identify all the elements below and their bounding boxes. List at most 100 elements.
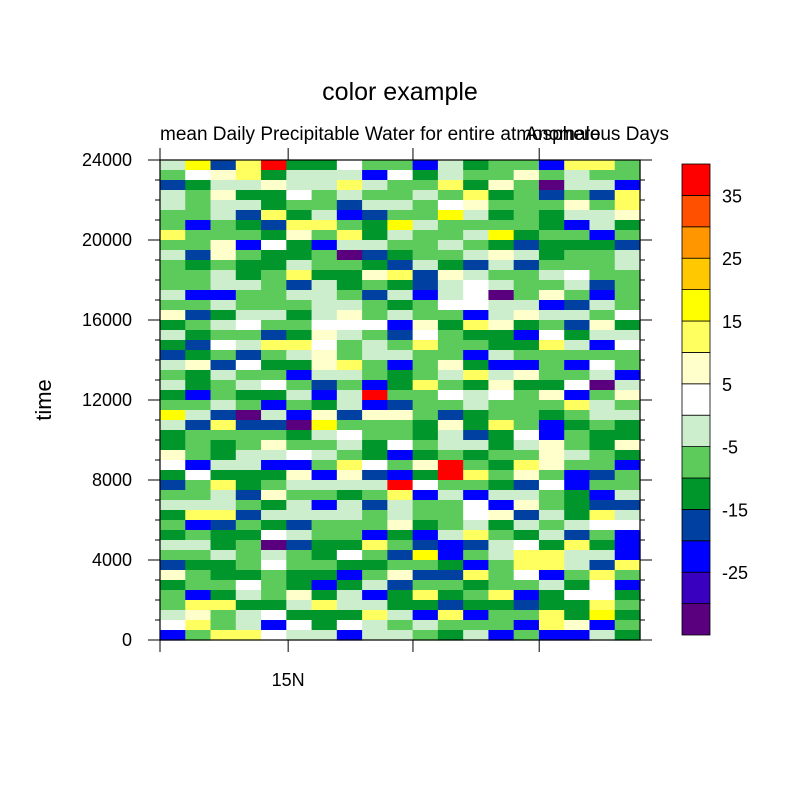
heatmap-cell xyxy=(160,190,186,201)
heatmap-cell xyxy=(210,200,237,211)
heatmap-cell xyxy=(564,440,591,451)
heatmap-cell xyxy=(488,280,515,291)
heatmap-cell xyxy=(463,310,490,321)
heatmap-cell xyxy=(160,180,186,191)
heatmap-cell xyxy=(589,490,616,501)
heatmap-cell xyxy=(362,540,388,551)
heatmap-cell xyxy=(437,620,464,631)
heatmap-cell xyxy=(235,370,262,381)
heatmap-cell xyxy=(185,350,212,361)
heatmap-cell xyxy=(235,630,262,641)
heatmap-cell xyxy=(488,190,515,201)
heatmap-cell xyxy=(488,160,515,171)
heatmap-cell xyxy=(589,420,616,431)
heatmap-cell xyxy=(589,500,616,511)
heatmap-cell xyxy=(286,520,313,531)
heatmap-cell xyxy=(160,460,186,471)
heatmap-cell xyxy=(261,180,287,191)
heatmap-cell xyxy=(412,390,439,401)
heatmap-cell xyxy=(185,200,212,211)
heatmap-cell xyxy=(387,560,414,571)
heatmap-cell xyxy=(463,360,490,371)
heatmap-cell xyxy=(160,430,186,441)
heatmap-cell xyxy=(463,240,490,251)
heatmap-cell xyxy=(311,480,338,491)
heatmap-cell xyxy=(463,170,490,181)
heatmap-cell xyxy=(387,610,414,621)
x-axis-ticks: 15N xyxy=(159,148,540,690)
heatmap-cell xyxy=(513,240,540,251)
heatmap-cell xyxy=(488,290,515,301)
heatmap-cell xyxy=(488,350,515,361)
heatmap-cell xyxy=(286,360,313,371)
heatmap-cell xyxy=(614,240,641,251)
heatmap-cell xyxy=(614,180,641,191)
heatmap-cell xyxy=(387,300,414,311)
heatmap-cell xyxy=(513,320,540,331)
heatmap-cell xyxy=(336,200,363,211)
heatmap-cell xyxy=(437,580,464,591)
heatmap-cell xyxy=(513,380,540,391)
colorbar-swatch xyxy=(681,508,711,542)
heatmap-cell xyxy=(538,190,565,201)
heatmap-cell xyxy=(412,580,439,591)
heatmap-cell xyxy=(362,220,388,231)
heatmap-cell xyxy=(210,400,237,411)
heatmap-cell xyxy=(235,210,262,221)
heatmap-cell xyxy=(286,290,313,301)
y-tick-label: 4000 xyxy=(92,550,132,570)
heatmap-cell xyxy=(437,570,464,581)
heatmap-cell xyxy=(311,220,338,231)
heatmap-cell xyxy=(336,280,363,291)
heatmap-cell xyxy=(589,160,616,171)
heatmap-cell xyxy=(538,520,565,531)
heatmap-cell xyxy=(513,270,540,281)
heatmap-cell xyxy=(488,200,515,211)
heatmap-cell xyxy=(564,220,591,231)
heatmap-cell xyxy=(311,460,338,471)
heatmap-cell xyxy=(160,200,186,211)
heatmap-cell xyxy=(362,320,388,331)
heatmap-cell xyxy=(311,630,338,641)
heatmap-cell xyxy=(463,400,490,411)
heatmap-cell xyxy=(387,180,414,191)
heatmap-cell xyxy=(463,190,490,201)
heatmap-cell xyxy=(160,570,186,581)
heatmap-cell xyxy=(614,160,641,171)
heatmap-cell xyxy=(185,470,212,481)
heatmap-cell xyxy=(412,380,439,391)
heatmap-cell xyxy=(488,600,515,611)
heatmap-cell xyxy=(235,160,262,171)
colorbar-swatch xyxy=(681,226,711,259)
heatmap-cell xyxy=(311,410,338,421)
heatmap-cell xyxy=(513,560,540,571)
heatmap-cell xyxy=(488,530,515,541)
heatmap-cell xyxy=(387,370,414,381)
heatmap-cell xyxy=(160,210,186,221)
heatmap-cell xyxy=(235,310,262,321)
heatmap-cell xyxy=(412,530,439,541)
heatmap-cell xyxy=(488,610,515,621)
heatmap-cell xyxy=(437,280,464,291)
heatmap-cell xyxy=(564,190,591,201)
heatmap-cell xyxy=(210,590,237,601)
heatmap-cell xyxy=(513,300,540,311)
heatmap-cell xyxy=(261,400,287,411)
heatmap-cell xyxy=(387,320,414,331)
y-axis-label: time xyxy=(31,379,56,421)
heatmap-cell xyxy=(362,240,388,251)
heatmap-cell xyxy=(463,160,490,171)
heatmap-cell xyxy=(538,360,565,371)
colorbar-label: 15 xyxy=(722,312,742,332)
heatmap-cell xyxy=(488,540,515,551)
heatmap-cell xyxy=(311,430,338,441)
heatmap-cell xyxy=(362,280,388,291)
heatmap-cell xyxy=(564,500,591,511)
heatmap-cell xyxy=(437,170,464,181)
heatmap-cell xyxy=(235,580,262,591)
heatmap-cell xyxy=(538,540,565,551)
heatmap-cell xyxy=(185,560,212,571)
heatmap-cell xyxy=(261,230,287,241)
heatmap-cell xyxy=(412,480,439,491)
heatmap-cell xyxy=(311,320,338,331)
